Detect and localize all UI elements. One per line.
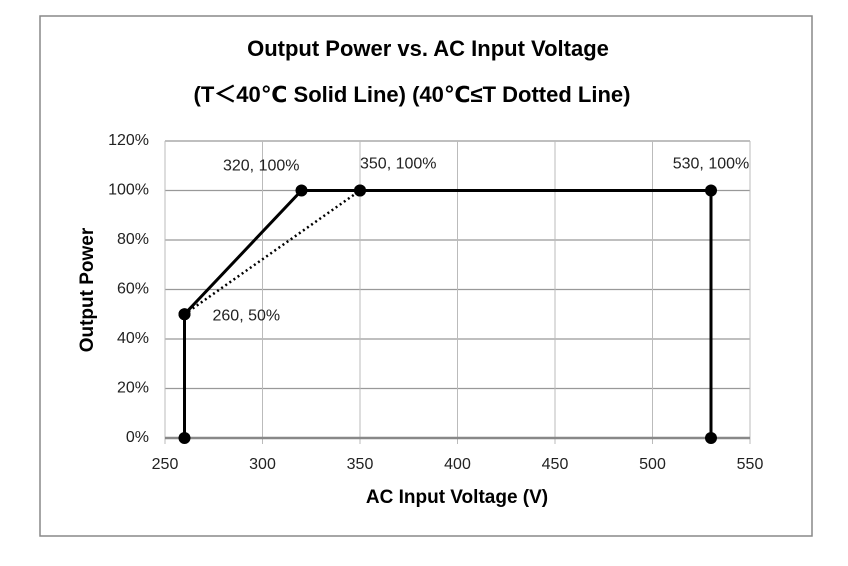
- x-tick-label: 450: [542, 456, 569, 473]
- x-tick-label: 300: [249, 456, 276, 473]
- x-tick-label: 350: [347, 456, 374, 473]
- data-point: [705, 184, 717, 197]
- x-tick-label: 500: [639, 456, 666, 473]
- y-tick-label: 60%: [117, 281, 149, 298]
- annotation: 350, 100%: [360, 156, 437, 173]
- y-tick-label: 40%: [117, 330, 149, 347]
- data-point: [295, 184, 308, 197]
- y-tick-label: 80%: [117, 231, 149, 248]
- data-point: [178, 432, 191, 444]
- x-axis-label: AC Input Voltage (V): [366, 487, 548, 508]
- chart-subtitle: (T＜40℃ Solid Line) (40℃≤T Dotted Line): [194, 82, 631, 107]
- y-tick-label: 100%: [108, 182, 149, 199]
- x-tick-label: 250: [152, 456, 179, 473]
- chart-title: Output Power vs. AC Input Voltage: [247, 36, 609, 61]
- x-tick-label: 400: [444, 456, 471, 473]
- annotation: 260, 50%: [213, 307, 281, 324]
- data-point: [705, 432, 717, 444]
- annotation: 530, 100%: [673, 156, 750, 173]
- series-line: [183, 189, 361, 316]
- y-tick-label: 20%: [117, 380, 149, 397]
- y-tick-label: 0%: [126, 429, 149, 446]
- y-axis-label: Output Power: [77, 227, 98, 352]
- y-tick-label: 120%: [108, 132, 149, 149]
- annotation: 320, 100%: [223, 158, 300, 175]
- x-tick-label: 550: [737, 456, 764, 473]
- series-line: [183, 189, 713, 438]
- chart-frame: [39, 15, 813, 537]
- data-point: [178, 308, 191, 321]
- data-point: [354, 184, 366, 197]
